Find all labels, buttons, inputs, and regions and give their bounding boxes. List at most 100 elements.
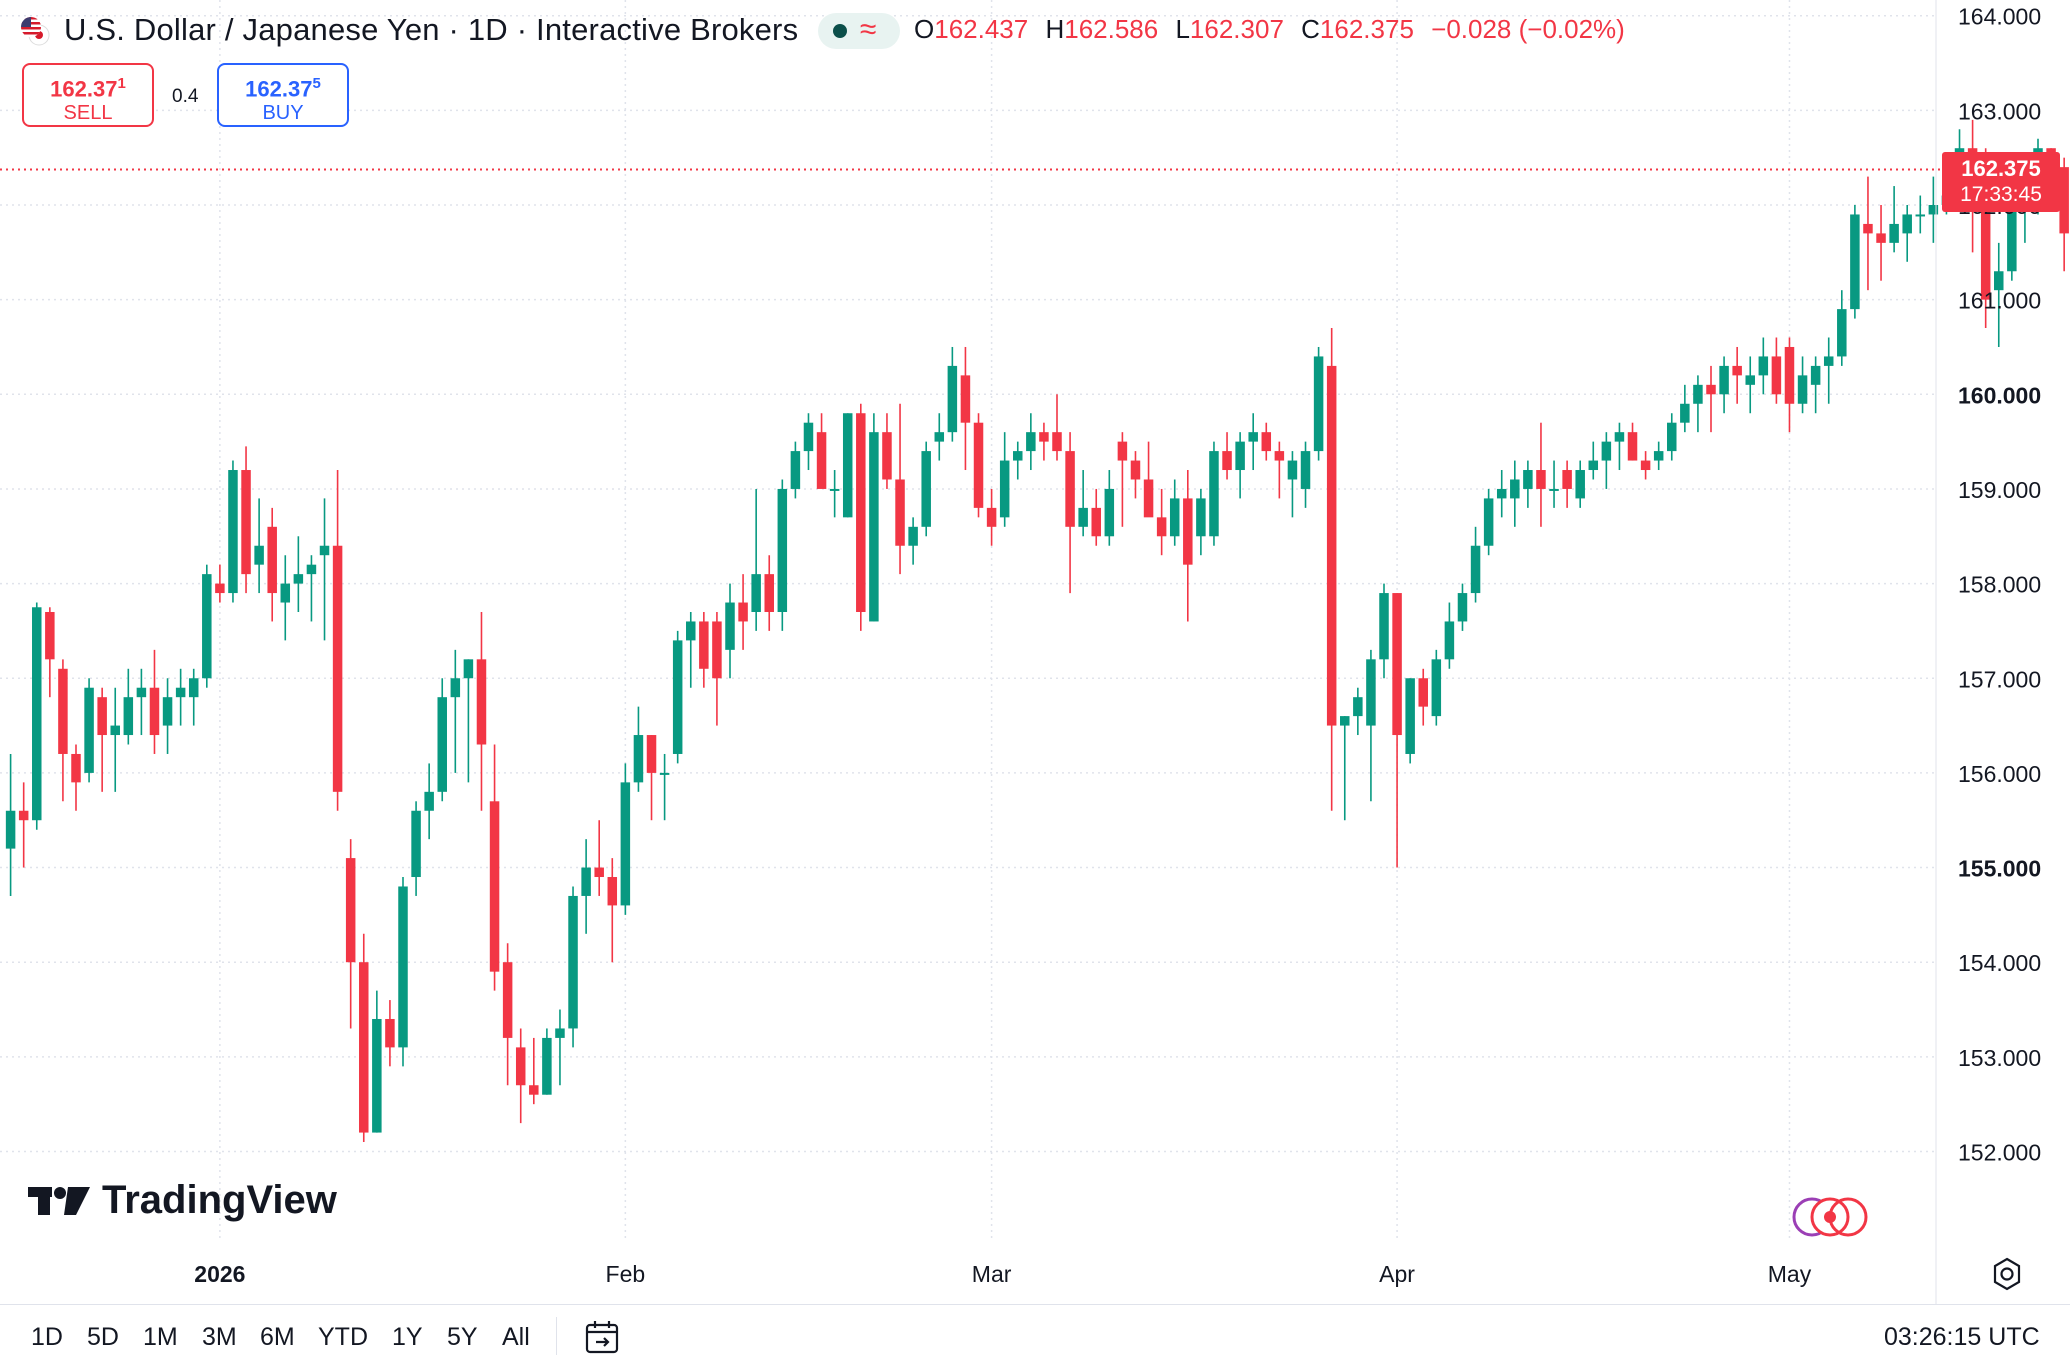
open-label: O [914, 14, 935, 44]
candles [5, 119, 2069, 1143]
candle [489, 744, 500, 991]
price-tick-label: 159.000 [1958, 477, 2041, 503]
utc-clock[interactable]: 03:26:15 UTC [1884, 1323, 2040, 1351]
candle [777, 479, 788, 631]
candle [529, 1037, 539, 1105]
market-status-badge[interactable]: ≈ [818, 13, 900, 49]
candle [202, 564, 212, 688]
candle [1143, 441, 1154, 518]
candle [790, 441, 801, 499]
timeframe-1y[interactable]: 1Y [392, 1323, 423, 1351]
candle [856, 403, 866, 631]
candle [1183, 470, 1193, 622]
chart-grid [0, 0, 1935, 1240]
timeframe-ytd[interactable]: YTD [318, 1323, 368, 1351]
candle [1287, 451, 1298, 518]
candle [1719, 356, 1729, 414]
last-price-value: 162.375 [1961, 156, 2041, 181]
candle [1784, 337, 1795, 433]
candle [1235, 432, 1245, 499]
candle [385, 1000, 395, 1067]
candle [1928, 176, 1939, 243]
timeframe-all[interactable]: All [502, 1323, 530, 1351]
candle [542, 1028, 552, 1095]
timeframe-1d[interactable]: 1D [31, 1323, 63, 1351]
candle [306, 555, 317, 622]
candle [345, 839, 356, 1029]
candle [1261, 422, 1272, 461]
candle [372, 990, 382, 1133]
candle [1313, 346, 1324, 461]
candle [398, 877, 408, 1067]
time-axis[interactable]: 2026FebMarAprMayJunJulAu [194, 1261, 2070, 1287]
price-tick-label: 164.000 [1958, 4, 2041, 30]
time-tick-label: Apr [1379, 1261, 1415, 1287]
candle [149, 649, 160, 754]
candle [895, 403, 905, 575]
candle [1850, 205, 1860, 319]
timeframe-5y[interactable]: 5Y [447, 1323, 478, 1351]
indicator-circles-icon[interactable] [1788, 1195, 1872, 1239]
candle [1300, 441, 1311, 508]
timeframe-1m[interactable]: 1M [143, 1323, 178, 1351]
timeframe-5d[interactable]: 5D [87, 1323, 119, 1351]
candle [986, 488, 997, 546]
candle [1405, 678, 1415, 764]
candle [882, 413, 892, 489]
go-to-date-calendar-icon[interactable] [584, 1319, 622, 1355]
symbol-title[interactable]: U.S. Dollar / Japanese Yen · 1D · Intera… [64, 12, 799, 47]
timeframe-3m[interactable]: 3M [202, 1323, 237, 1351]
settings-gear-icon[interactable] [1990, 1257, 2024, 1291]
candle [686, 611, 696, 688]
candle [175, 668, 186, 726]
tradingview-logo[interactable]: TradingView [28, 1178, 337, 1223]
sell-button[interactable]: 162.371 SELL [22, 63, 154, 127]
candle [1810, 356, 1821, 414]
candle [738, 574, 748, 650]
candle [1614, 422, 1625, 471]
candle [1065, 432, 1075, 594]
tradingview-logo-icon [28, 1186, 90, 1215]
candle [1366, 649, 1376, 802]
candle [1379, 583, 1389, 679]
candle [1483, 488, 1494, 556]
price-tick-label: 157.000 [1958, 666, 2041, 692]
timeframe-6m[interactable]: 6M [260, 1323, 295, 1351]
buy-button[interactable]: 162.375 BUY [217, 63, 349, 127]
candle [921, 441, 931, 537]
candle [1732, 346, 1742, 404]
high-value: 162.586 [1064, 14, 1159, 44]
candle [555, 1009, 565, 1086]
candle [1117, 432, 1128, 527]
candle [1248, 413, 1258, 471]
candle [607, 858, 618, 963]
low-value: 162.307 [1189, 14, 1284, 44]
candle [1653, 441, 1664, 471]
candle [1130, 451, 1141, 499]
candle [659, 753, 670, 821]
bar-countdown: 17:33:45 [1960, 183, 2042, 206]
candle [1693, 375, 1703, 433]
candle [1889, 186, 1899, 253]
candle [332, 470, 343, 811]
candle [32, 602, 42, 830]
candle [359, 933, 369, 1143]
candle [463, 659, 474, 783]
candle [136, 668, 147, 736]
price-tick-label: 158.000 [1958, 572, 2041, 598]
time-tick-label: Feb [606, 1261, 646, 1287]
candle [1444, 602, 1455, 669]
price-tick-label: 153.000 [1958, 1045, 2041, 1071]
candle [450, 649, 461, 773]
candle [999, 432, 1010, 527]
candle [1523, 460, 1533, 508]
candle [1627, 422, 1638, 461]
price-axis[interactable]: 152.000 153.000 154.000 155.000 156.000 157.0… [1935, 0, 2041, 1304]
candle [568, 886, 578, 1048]
candle [110, 687, 120, 792]
candle [1510, 460, 1520, 527]
price-tick-label: 163.000 [1958, 98, 2041, 124]
candle [188, 668, 199, 726]
candle [1601, 432, 1612, 489]
